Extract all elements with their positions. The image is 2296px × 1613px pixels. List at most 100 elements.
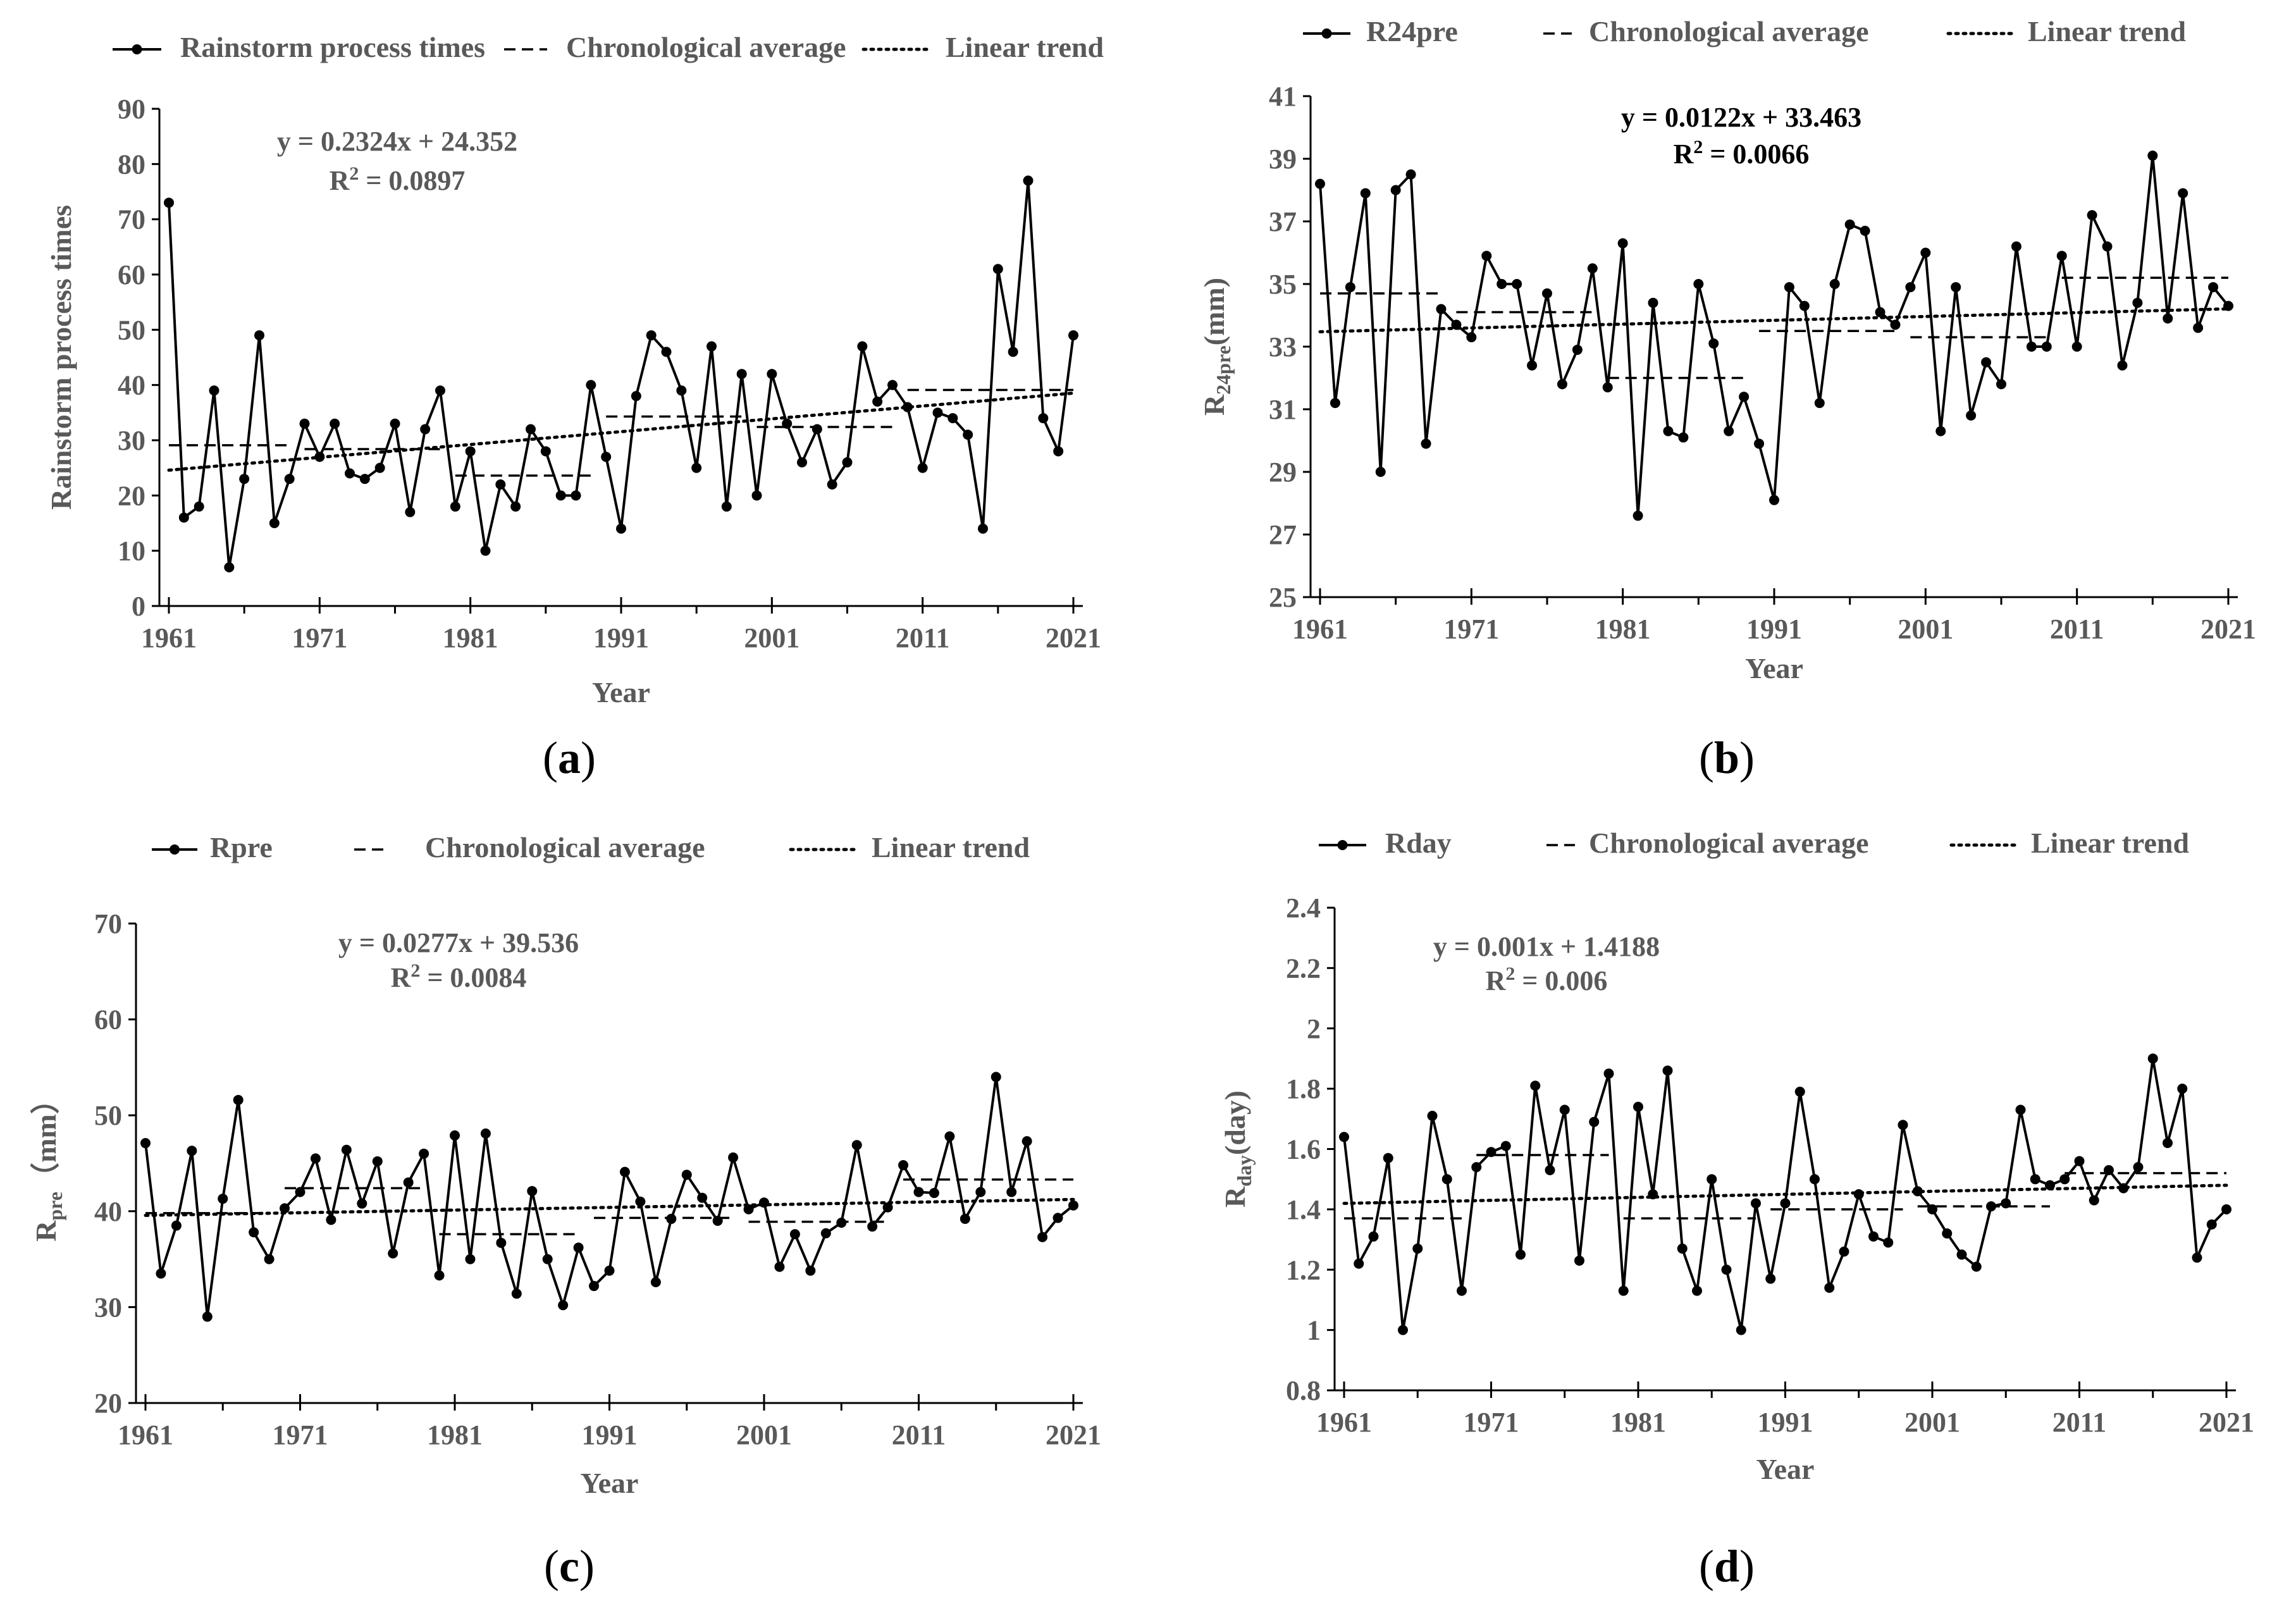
data-point [164,197,174,208]
regression-equation: y = 0.001x + 1.4188 [1433,931,1660,962]
data-point [1542,288,1552,299]
data-point [851,1140,862,1151]
data-point [782,418,793,429]
data-point [527,1185,538,1196]
y-tick-label: 70 [118,204,145,235]
x-tick-label: 1991 [582,1419,638,1450]
data-point [1390,185,1401,195]
x-tick-label: 2001 [1898,614,1953,645]
y-tick-label: 39 [1269,144,1297,175]
x-tick-label: 1991 [1758,1407,1813,1438]
data-point [264,1254,275,1264]
data-point [1883,1237,1894,1248]
data-point [1515,1249,1526,1260]
data-point [1927,1204,1937,1214]
data-point [419,1148,429,1159]
data-point [676,385,687,396]
data-point [1068,1200,1078,1211]
data-point [827,479,837,490]
data-point [156,1268,166,1279]
data-point [1530,1080,1541,1091]
data-point [2102,241,2113,252]
y-tick-label: 25 [1269,582,1297,613]
data-point [631,391,641,402]
data-point [480,545,491,556]
legend-series-marker [1337,840,1348,850]
data-point [601,452,612,462]
data-point [1330,398,1340,409]
y-tick-label: 60 [118,259,145,290]
data-point [357,1198,367,1209]
y-tick-label: 70 [94,908,122,939]
data-point [249,1227,259,1238]
linear-trend-line [167,392,1075,472]
y-axis-title-subscript: 24pre [1212,345,1235,395]
panel-c: 20 30 40 50 60 70 1961 1971 1981 1991 2001 2011 2021… [30,831,1101,1591]
r-squared: R2 = 0.0066 [1674,137,1810,170]
legend-series-marker [170,844,180,855]
data-point [1708,338,1719,349]
data-point [1574,1255,1584,1266]
data-point [1421,438,1431,449]
data-point [2041,342,2052,352]
data-point [929,1187,939,1198]
data-point [2011,241,2021,252]
x-tick-label: 1991 [1746,614,1802,645]
data-point [573,1242,584,1253]
data-point [842,457,853,467]
data-point [721,501,732,512]
y-tick-label: 27 [1269,519,1297,550]
data-point [511,1289,522,1299]
x-tick-label: 2011 [892,1419,946,1450]
y-tick-label: 2.2 [1286,953,1321,984]
y-tick-label: 90 [118,94,145,125]
data-point [1466,332,1477,343]
data-point [187,1146,197,1156]
y-tick-label: 30 [94,1292,122,1323]
data-point [774,1261,785,1272]
data-point [743,1204,754,1214]
data-point [2030,1174,2040,1185]
data-point [510,501,521,512]
data-point [1942,1228,1953,1239]
data-point [1905,281,1916,292]
data-point [1481,250,1492,261]
data-point [178,512,189,523]
x-tick-label: 1971 [1464,1407,1519,1438]
x-axis-title: Year [1756,1453,1815,1485]
panel-label-close-paren: ) [581,732,596,783]
data-point [209,385,219,396]
panel-label-close-paren: ) [1739,732,1755,783]
data-point [1784,281,1794,292]
data-point [1589,1116,1600,1127]
y-axis-title-unit: (day) [1219,1091,1251,1155]
data-point [2071,342,2082,352]
panel-label-open-paren: ( [1699,1541,1714,1591]
panel-label-letter: d [1714,1541,1739,1591]
data-point [388,1248,398,1259]
y-tick-label: 37 [1269,206,1297,237]
panel-label: (c) [544,1541,595,1591]
data-point [1008,347,1018,357]
data-point [759,1197,769,1208]
data-point [2026,342,2037,352]
data-point [1860,225,1870,236]
data-point [1724,426,1734,436]
y-tick-label: 1 [1307,1315,1321,1346]
data-point [2074,1156,2085,1166]
panel-d: 0.8 1 1.2 1.4 1.6 1.8 2 2.2 2.4 1961 1971 1981 1991 2… [1219,827,2254,1591]
data-point [1068,330,1078,341]
y-tick-label: 50 [118,314,145,345]
data-point [836,1217,847,1228]
x-tick-label: 1981 [1595,614,1651,645]
data-point [1662,1065,1673,1076]
data-point [2133,1162,2144,1173]
data-point [1345,281,1355,292]
data-point [1545,1165,1555,1175]
x-tick-label: 1981 [443,622,498,653]
y-axis-title-unit: （mm） [30,1085,62,1192]
y-axis-title-main: R [30,1220,62,1242]
x-axis-title: Year [581,1467,639,1499]
data-point [450,1130,460,1141]
legend-trend-label: Linear trend [2028,15,2186,47]
